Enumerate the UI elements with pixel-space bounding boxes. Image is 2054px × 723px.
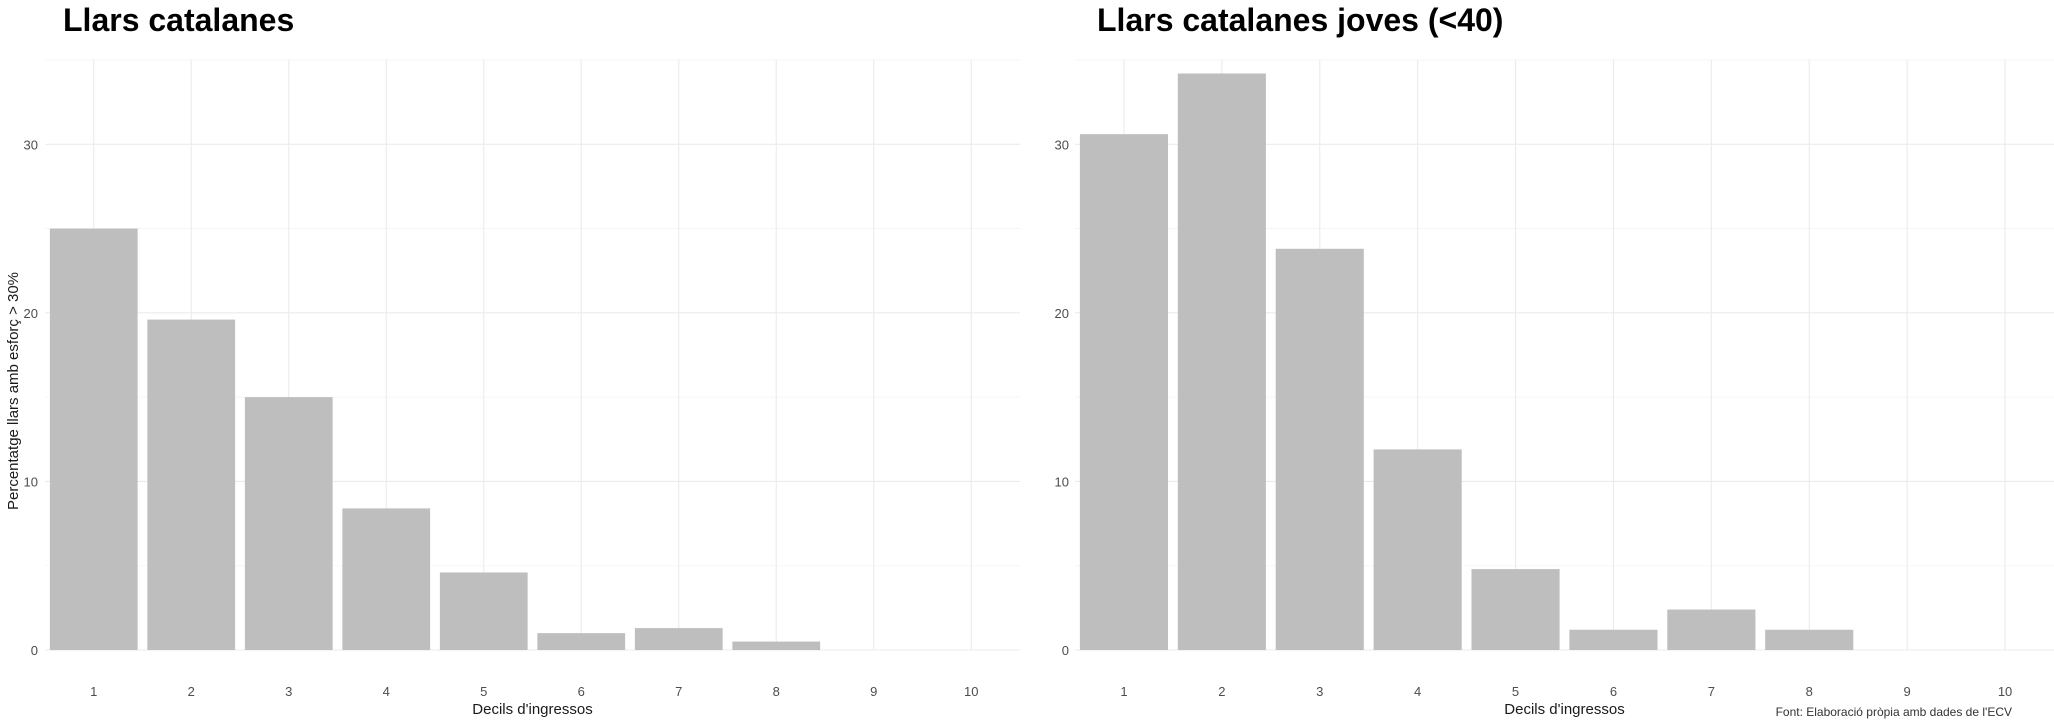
x-tick-label: 6	[578, 684, 585, 699]
x-tick-label: 1	[1120, 684, 1127, 699]
bar-decile-5	[1471, 569, 1560, 650]
x-tick-label: 7	[675, 684, 682, 699]
bar-decile-5	[439, 572, 528, 650]
source-caption: Font: Elaboració pròpia amb dades de l'E…	[1776, 705, 2012, 719]
y-tick-label: 30	[1055, 137, 1069, 152]
x-tick-label: 10	[1998, 684, 2012, 699]
y-tick-label: 10	[24, 474, 38, 489]
bar-decile-4	[342, 508, 431, 650]
x-tick-label: 3	[1316, 684, 1323, 699]
x-tick-label: 5	[1512, 684, 1519, 699]
bar-decile-6	[537, 633, 626, 650]
panel-young-households: 0 10 20 30 1 2 3 4 5 6 7 8 9 10 Decils d'ingressos Llar…	[1055, 2, 2054, 718]
y-tick-label: 10	[1055, 474, 1069, 489]
x-tick-label: 9	[1904, 684, 1911, 699]
bar-decile-8	[732, 641, 821, 650]
x-tick-label: 8	[773, 684, 780, 699]
x-tick-label: 4	[383, 684, 390, 699]
y-tick-label: 0	[1062, 643, 1069, 658]
bar-decile-4	[1373, 449, 1462, 650]
x-tick-label: 3	[285, 684, 292, 699]
x-tick-label: 2	[188, 684, 195, 699]
x-tick-label: 5	[480, 684, 487, 699]
bar-decile-1	[1079, 134, 1169, 650]
bar-decile-3	[1275, 248, 1364, 651]
y-axis-label: Percentatge llars amb esforç > 30%	[5, 272, 22, 510]
bar-decile-3	[244, 397, 333, 650]
x-tick-label: 2	[1218, 684, 1225, 699]
x-tick-label: 6	[1610, 684, 1617, 699]
chart-title: Llars catalanes	[63, 2, 294, 38]
bar-decile-6	[1569, 629, 1658, 650]
bar-decile-2	[147, 319, 236, 650]
x-tick-label: 1	[90, 684, 97, 699]
bar-decile-8	[1765, 629, 1854, 650]
y-tick-label: 20	[24, 306, 38, 321]
y-tick-label: 20	[1055, 306, 1069, 321]
x-tick-label: 9	[870, 684, 877, 699]
bar-decile-2	[1177, 73, 1266, 650]
panel-all-households: 0 10 20 30 1 2 3 4 5 6 7 8 9 10 Decils d'ingressos Llar…	[24, 2, 1020, 718]
x-tick-label: 10	[964, 684, 978, 699]
bar-decile-1	[49, 228, 138, 651]
x-axis-label: Decils d'ingressos	[472, 701, 592, 718]
y-tick-label: 0	[31, 643, 38, 658]
x-tick-label: 4	[1414, 684, 1421, 699]
x-tick-label: 8	[1806, 684, 1813, 699]
bar-decile-7	[634, 628, 723, 650]
x-axis-label: Decils d'ingressos	[1504, 701, 1624, 718]
x-tick-label: 7	[1708, 684, 1715, 699]
y-tick-label: 30	[24, 137, 38, 152]
chart-title: Llars catalanes joves (<40)	[1097, 2, 1503, 38]
bar-decile-7	[1667, 609, 1756, 650]
